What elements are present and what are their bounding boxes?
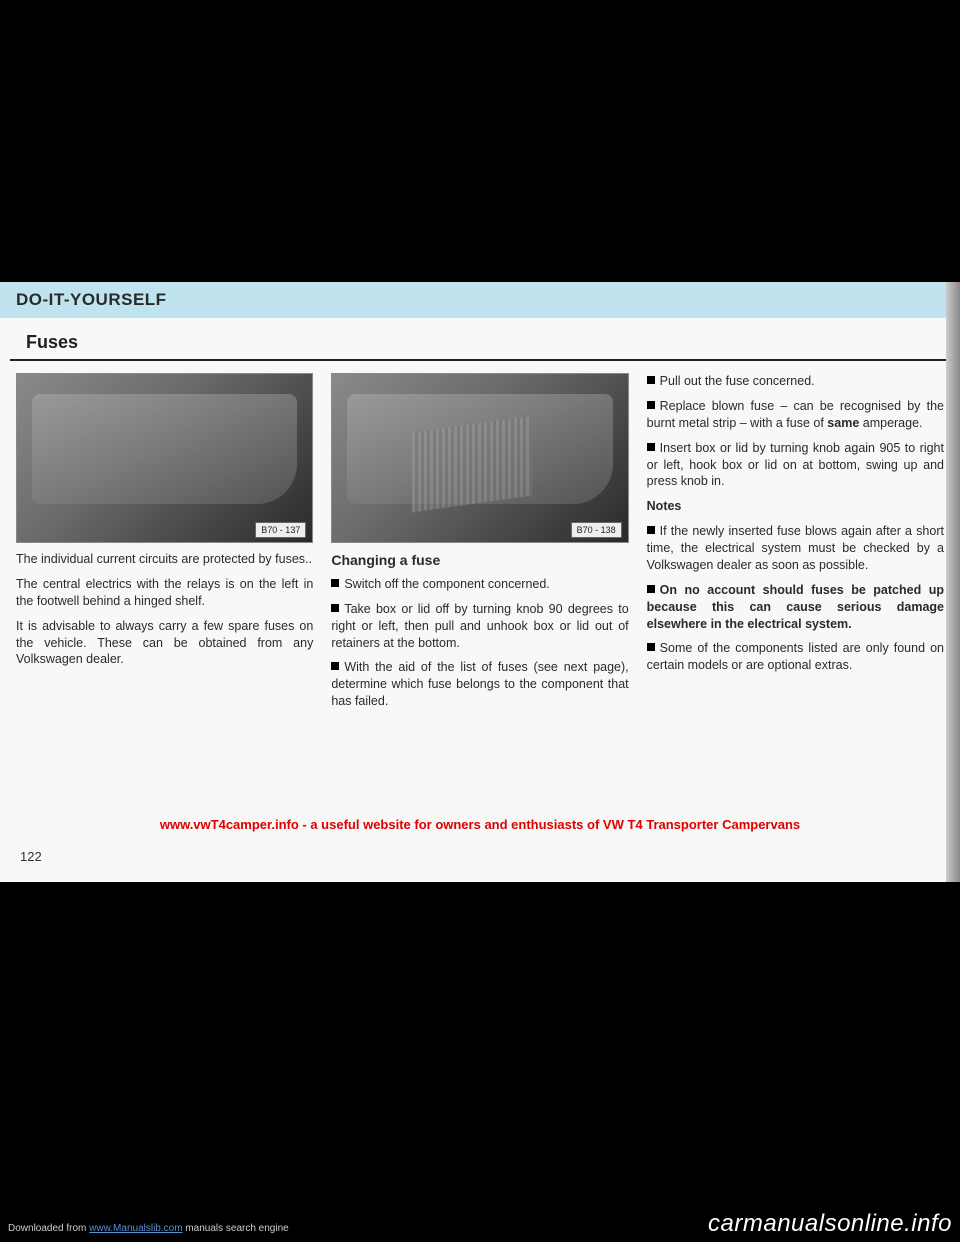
footer-download-source: Downloaded from www.Manualslib.com manua… [8, 1223, 289, 1234]
col3-bullet3: Insert box or lid by turning knob again … [647, 440, 944, 491]
square-bullet-icon [331, 579, 339, 587]
col3-b1-text: Pull out the fuse concerned. [660, 374, 815, 388]
photo-left: B70 - 137 [16, 373, 313, 543]
header-banner: DO-IT-YOURSELF [0, 282, 954, 318]
square-bullet-icon [647, 643, 655, 651]
photo-right: B70 - 138 [331, 373, 628, 543]
col3-n3-text: Some of the components listed are only f… [647, 641, 944, 672]
footer-prefix: Downloaded from [8, 1223, 89, 1234]
col1-para2: The central electrics with the relays is… [16, 576, 313, 610]
square-bullet-icon [647, 526, 655, 534]
column-1: B70 - 137 The individual current circuit… [16, 373, 313, 718]
col3-n2-text: On no account should fuses be patched up… [647, 583, 944, 631]
notes-heading: Notes [647, 498, 944, 515]
header-title: DO-IT-YOURSELF [16, 290, 938, 310]
square-bullet-icon [331, 604, 339, 612]
col3-b3-text: Insert box or lid by turning knob again … [647, 441, 944, 489]
col3-bullet1: Pull out the fuse concerned. [647, 373, 944, 390]
col3-n1-text: If the newly inserted fuse blows again a… [647, 524, 944, 572]
col3-note1: If the newly inserted fuse blows again a… [647, 523, 944, 574]
manual-page: DO-IT-YOURSELF Fuses B70 - 137 The indiv… [0, 282, 960, 882]
watermark: carmanualsonline.info [708, 1210, 952, 1238]
col2-b3-text: With the aid of the list of fuses (see n… [331, 660, 628, 708]
square-bullet-icon [647, 443, 655, 451]
section-title: Fuses [10, 318, 950, 361]
footer-link[interactable]: www.Manualslib.com [89, 1223, 182, 1234]
square-bullet-icon [647, 376, 655, 384]
col1-para1: The individual current circuits are prot… [16, 551, 313, 568]
fusebox-illustration [412, 416, 532, 513]
col3-b2b-bold: same [827, 416, 859, 430]
column-3: Pull out the fuse concerned. Replace blo… [647, 373, 944, 718]
column-2: B70 - 138 Changing a fuse Switch off the… [331, 373, 628, 718]
col1-para3: It is advisable to always carry a few sp… [16, 618, 313, 669]
footer-suffix: manuals search engine [183, 1223, 289, 1234]
col2-bullet2: Take box or lid off by turning knob 90 d… [331, 601, 628, 652]
changing-fuse-heading: Changing a fuse [331, 551, 628, 570]
col2-b2-text: Take box or lid off by turning knob 90 d… [331, 602, 628, 650]
col3-b2c-text: amperage. [859, 416, 922, 430]
promo-banner: www.vwT4camper.info - a useful website f… [0, 817, 960, 832]
col3-note3: Some of the components listed are only f… [647, 640, 944, 674]
content-columns: B70 - 137 The individual current circuit… [0, 373, 960, 718]
page-edge-shadow [946, 282, 960, 882]
square-bullet-icon [331, 662, 339, 670]
col3-note2: On no account should fuses be patched up… [647, 582, 944, 633]
page-number: 122 [20, 849, 42, 864]
photo-left-label: B70 - 137 [255, 522, 306, 538]
square-bullet-icon [647, 585, 655, 593]
col2-bullet3: With the aid of the list of fuses (see n… [331, 659, 628, 710]
square-bullet-icon [647, 401, 655, 409]
photo-right-label: B70 - 138 [571, 522, 622, 538]
col2-b1-text: Switch off the component concerned. [344, 577, 549, 591]
col3-bullet2: Replace blown fuse – can be recognised b… [647, 398, 944, 432]
dashboard-illustration [32, 394, 297, 504]
col2-bullet1: Switch off the component concerned. [331, 576, 628, 593]
